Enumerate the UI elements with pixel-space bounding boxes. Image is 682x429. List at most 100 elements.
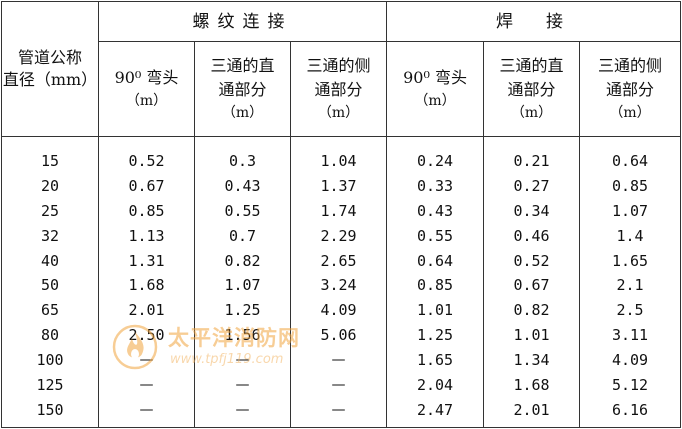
cell-value: 0.33 [386,174,485,200]
cell-value: 2.04 [386,373,485,398]
cell-value: 3.24 [289,273,388,299]
cell-value: 2.01 [98,298,195,324]
col-welded-elbow: 90⁰ 弯头 （m） [386,41,485,137]
cell-value: 0.34 [483,199,581,225]
cell-value: 0.43 [386,199,485,225]
col-unit: （m） [414,93,456,109]
cell-value: — [98,373,195,398]
group-threaded-connection: 螺纹连接 [97,1,388,42]
cell-value: — [289,397,388,428]
cell-value: 2.47 [386,397,485,428]
cell-nominal-diameter: 40 [1,248,99,274]
cell-value: 2.5 [579,298,682,324]
cell-nominal-diameter: 100 [1,348,99,374]
cell-value: 1.25 [194,298,291,324]
cell-value: 0.3 [194,136,291,175]
table-header: 管道公称 直径（mm） 螺纹连接 焊 接 90⁰ 弯头 （m） 三通的直 通部分… [1,1,682,137]
table-row: 50 1.68 1.07 3.24 0.85 0.67 2.1 [1,273,682,299]
cell-value: 1.31 [98,248,195,274]
cell-value: 1.65 [386,348,485,374]
col-unit: （m） [221,105,264,121]
cell-value: 0.55 [194,199,291,225]
col-threaded-tee-run: 三通的直 通部分 （m） [194,41,291,137]
col-label: 90⁰ 弯头 [403,68,467,87]
cell-nominal-diameter: 15 [1,136,99,175]
cell-value: 2.1 [579,273,682,299]
table-row: 100— — —1.65 1.34 4.09 [1,348,682,374]
table-row: 125— — —2.04 1.68 5.12 [1,373,682,398]
cell-value: 1.65 [579,248,682,274]
table-row: 80 2.50 1.56 5.06 1.25 1.01 3.11 [1,323,682,349]
col-welded-tee-run: 三通的直 通部分 （m） [483,41,581,137]
table-body: 15 0.52 0.3 1.04 0.24 0.21 0.64 20 0.67 0.43 1.37 0… [1,136,682,428]
cell-value: 0.85 [579,174,682,200]
cell-value: 6.16 [579,397,682,428]
cell-value: — [194,397,291,428]
table-row: 15 0.52 0.3 1.04 0.24 0.21 0.64 [1,136,682,175]
cell-value: 3.11 [579,323,682,349]
col-label: 90⁰ 弯头 [114,68,179,87]
cell-value: 2.50 [98,323,195,349]
cell-value: 0.64 [386,248,485,274]
col-label-line2: 通部分 [507,80,556,99]
cell-value: 0.55 [386,224,485,249]
cell-value: 4.09 [579,348,682,374]
cell-value: 1.34 [483,348,581,374]
col-unit: （m） [317,105,360,121]
cell-value: 0.27 [483,174,581,200]
cell-value: 0.85 [98,199,195,225]
cell-value: 0.46 [483,224,581,249]
cell-value: 0.64 [579,136,682,175]
cell-value: 0.52 [98,136,195,175]
cell-value: 0.52 [483,248,581,274]
header-nominal-diameter-line1: 管道公称 [17,48,82,67]
cell-value: — [194,348,291,374]
cell-value: 0.67 [98,174,195,200]
table-row: 150— — —2.47 2.01 6.16 [1,397,682,428]
table-row: 20 0.67 0.43 1.37 0.33 0.27 0.85 [1,174,682,200]
col-threaded-tee-branch: 三通的侧 通部分 （m） [289,41,388,137]
cell-nominal-diameter: 25 [1,199,99,225]
col-unit: （m） [510,105,553,121]
header-nominal-diameter-line2: 直径（mm） [2,70,98,89]
col-label-line2: 通部分 [606,80,655,99]
cell-value: — [289,373,388,398]
col-label-line2: 通部分 [314,80,363,99]
cell-value: 1.07 [194,273,291,299]
cell-value: 0.85 [386,273,485,299]
cell-value: 0.82 [483,298,581,324]
cell-value: 0.7 [194,224,291,249]
cell-value: 0.67 [483,273,581,299]
cell-value: 5.12 [579,373,682,398]
cell-value: 2.65 [289,248,388,274]
cell-value: — [194,373,291,398]
cell-value: 4.09 [289,298,388,324]
cell-value: 1.4 [579,224,682,249]
cell-value: 1.68 [98,273,195,299]
cell-value: 2.29 [289,224,388,249]
cell-value: 0.21 [483,136,581,175]
table-row: 65 2.01 1.25 4.09 1.01 0.82 2.5 [1,298,682,324]
cell-value: 2.01 [483,397,581,428]
cell-nominal-diameter: 125 [1,373,99,398]
cell-value: 1.68 [483,373,581,398]
cell-value: 1.56 [194,323,291,349]
cell-value: — [289,348,388,374]
cell-value: — [98,348,195,374]
cell-nominal-diameter: 20 [1,174,99,200]
col-label: 三通的直 [499,56,564,75]
col-unit: （m） [125,93,168,109]
cell-nominal-diameter: 150 [1,397,99,428]
col-label-line2: 通部分 [218,80,267,99]
cell-nominal-diameter: 65 [1,298,99,324]
cell-value: 1.01 [386,298,485,324]
col-welded-tee-branch: 三通的侧 通部分 （m） [579,41,682,137]
table-row: 25 0.85 0.55 1.74 0.43 0.34 1.07 [1,199,682,225]
cell-value: 1.01 [483,323,581,349]
cell-value: 1.13 [98,224,195,249]
cell-nominal-diameter: 80 [1,323,99,349]
cell-value: 0.24 [386,136,485,175]
header-row-columns: 90⁰ 弯头 （m） 三通的直 通部分 （m） 三通的侧 通部分 （m） 90⁰… [2,41,682,137]
cell-value: 1.74 [289,199,388,225]
group-welded-connection: 焊 接 [386,1,682,42]
